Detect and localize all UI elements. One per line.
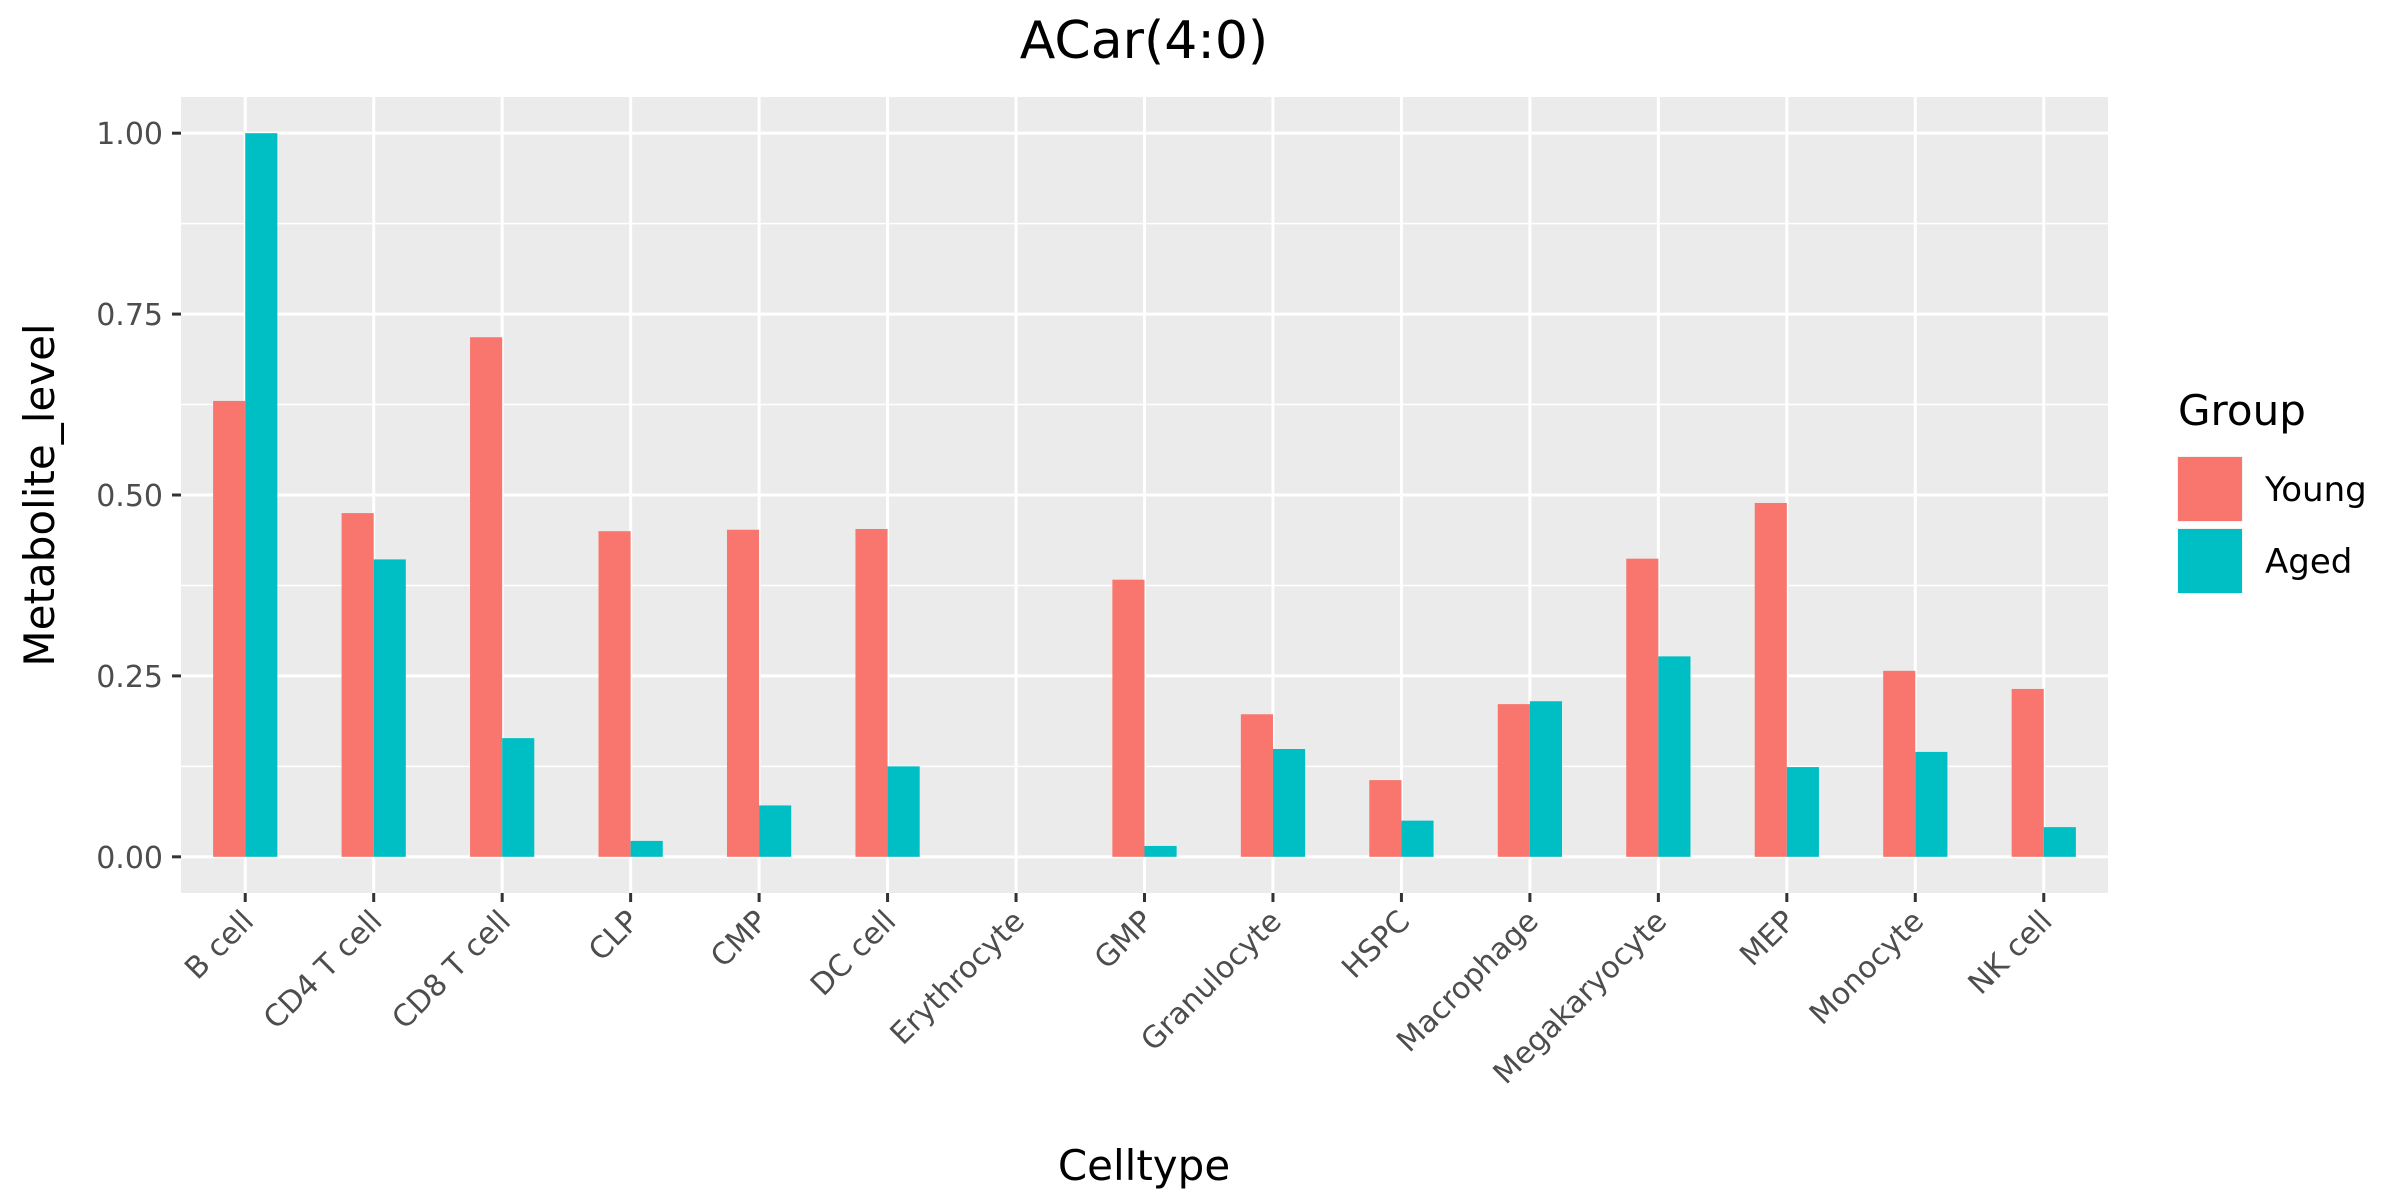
x-tick-label: CMP <box>704 904 775 975</box>
x-tick-label: CD4 T cell <box>257 904 389 1036</box>
y-tick-label: 0.25 <box>96 660 163 695</box>
bar-aged <box>373 559 406 857</box>
bar-young <box>1497 704 1530 857</box>
legend-key-young <box>2178 457 2242 521</box>
bar-young <box>1883 670 1916 857</box>
legend: Group Young Aged <box>2177 386 2367 594</box>
bars <box>213 133 2076 857</box>
chart-title: ACar(4:0) <box>1020 11 1268 71</box>
y-axis: 0.00 0.25 0.50 0.75 1.00 <box>96 117 181 876</box>
legend-items: Young Aged <box>2177 456 2367 594</box>
bar-young <box>1626 558 1659 857</box>
bar-young <box>213 400 246 857</box>
x-tick-label: B cell <box>178 904 261 987</box>
legend-label: Aged <box>2265 542 2352 582</box>
bar-aged <box>1786 767 1819 857</box>
x-axis-title: Celltype <box>1058 1141 1230 1190</box>
bar-young <box>1240 714 1273 857</box>
legend-label: Young <box>2264 470 2367 510</box>
bar-aged <box>245 133 278 857</box>
x-tick-label: Monocyte <box>1803 904 1931 1032</box>
y-axis-title: Metabolite_level <box>15 323 64 666</box>
y-tick-label: 0.50 <box>96 479 163 514</box>
bar-aged <box>759 805 792 857</box>
legend-key-aged <box>2178 529 2242 593</box>
x-tick-label: MEP <box>1733 904 1802 973</box>
bar-young <box>1369 780 1402 857</box>
bar-aged <box>1529 701 1563 857</box>
bar-young <box>1754 502 1787 857</box>
x-tick-label: CLP <box>582 904 646 968</box>
bar-aged <box>502 738 535 857</box>
bar-young <box>1112 579 1145 857</box>
bar-aged <box>1915 751 1948 857</box>
x-tick-label: NK cell <box>1962 904 2060 1002</box>
bar-aged <box>887 766 920 857</box>
bar-young <box>855 529 888 857</box>
bar-young <box>341 513 374 857</box>
legend-title: Group <box>2178 386 2306 435</box>
y-tick-label: 0.75 <box>96 298 163 333</box>
x-tick-label: GMP <box>1088 904 1160 976</box>
bar-aged <box>1658 656 1691 857</box>
bar-aged <box>2043 827 2076 857</box>
x-tick-label: DC cell <box>804 904 903 1003</box>
bar-aged <box>1401 820 1434 857</box>
x-tick-label: Erythrocyte <box>884 904 1032 1052</box>
bar-young <box>598 531 631 857</box>
y-tick-label: 1.00 <box>96 117 163 152</box>
x-tick-label: CD8 T cell <box>385 904 517 1036</box>
bar-aged <box>1272 748 1306 857</box>
bar-aged <box>630 840 663 857</box>
bar-aged <box>1144 845 1177 857</box>
x-tick-label: HSPC <box>1335 904 1417 986</box>
bar-young <box>2011 688 2044 857</box>
bar-young <box>726 529 760 857</box>
y-tick-label: 0.00 <box>96 841 163 876</box>
bar-young <box>470 337 503 857</box>
